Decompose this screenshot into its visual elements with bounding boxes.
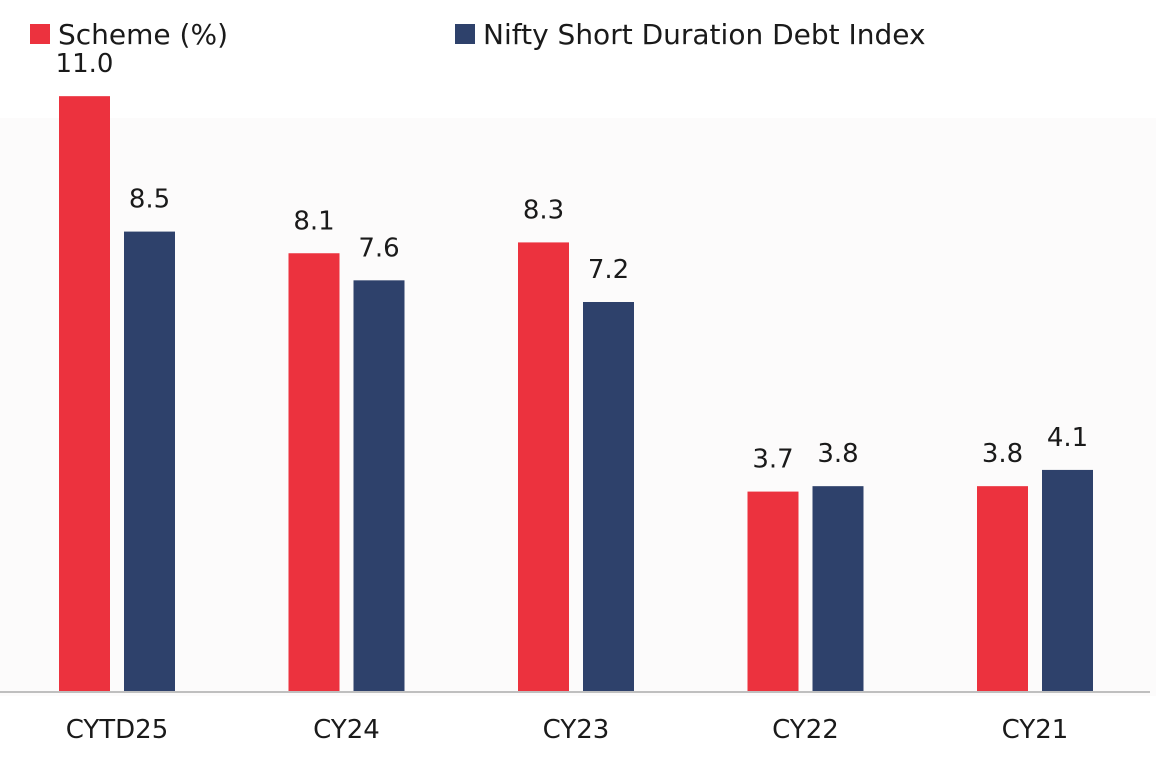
value-label-index-cy23: 7.2 <box>588 255 629 285</box>
legend-swatch-scheme <box>30 24 50 44</box>
bar-index-cy23 <box>583 302 634 692</box>
category-label-cy22: CY22 <box>772 715 839 745</box>
bar-scheme-cy21 <box>977 486 1028 692</box>
bar-index-cytd25 <box>124 231 175 693</box>
value-label-index-cy21: 4.1 <box>1047 423 1088 453</box>
bar-index-cy24 <box>353 280 405 692</box>
chart-legend: Scheme (%) Nifty Short Duration Debt Ind… <box>30 14 1130 54</box>
bar-index-cy21 <box>1042 469 1093 692</box>
bar-scheme-cy22 <box>747 491 799 692</box>
value-label-scheme-cytd25: 11.0 <box>56 49 114 79</box>
category-label-cy21: CY21 <box>1002 715 1069 745</box>
value-label-scheme-cy22: 3.7 <box>752 445 793 475</box>
bar-scheme-cy24 <box>288 253 340 692</box>
bar-scheme-cy23 <box>518 242 569 692</box>
plot-area <box>0 118 1156 696</box>
category-label-cy24: CY24 <box>313 715 380 745</box>
category-label-cy23: CY23 <box>543 715 610 745</box>
legend-swatch-index <box>455 24 475 44</box>
value-label-scheme-cy23: 8.3 <box>523 195 564 225</box>
legend-item-index: Nifty Short Duration Debt Index <box>455 14 926 54</box>
value-label-index-cy22: 3.8 <box>817 439 858 469</box>
value-label-index-cy24: 7.6 <box>358 233 399 263</box>
value-label-scheme-cy24: 8.1 <box>293 206 334 236</box>
bar-index-cy22 <box>812 486 864 692</box>
value-label-index-cytd25: 8.5 <box>129 185 170 215</box>
legend-label-index: Nifty Short Duration Debt Index <box>483 17 926 51</box>
value-label-scheme-cy21: 3.8 <box>982 439 1023 469</box>
category-label-cytd25: CYTD25 <box>66 715 169 745</box>
legend-item-scheme: Scheme (%) <box>30 14 228 54</box>
legend-label-scheme: Scheme (%) <box>58 17 228 51</box>
bar-scheme-cytd25 <box>59 96 110 692</box>
